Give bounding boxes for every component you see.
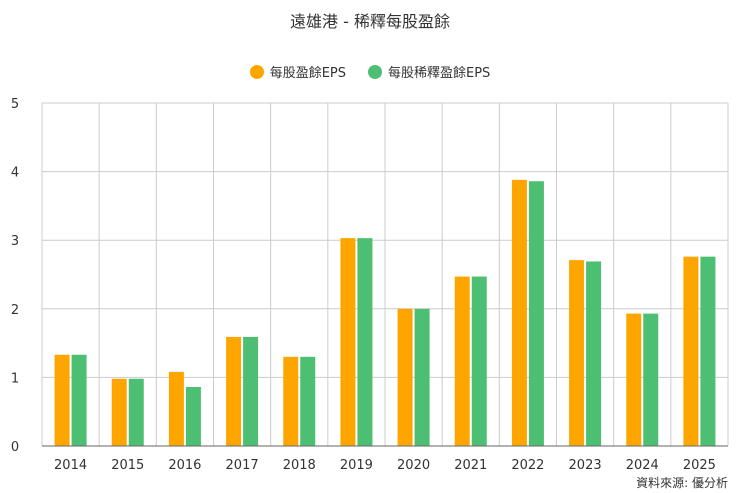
y-tick-label: 4 <box>11 166 19 181</box>
bar-eps <box>340 238 356 446</box>
y-tick-label: 2 <box>11 303 19 318</box>
legend-item-diluted-eps[interactable]: 每股稀釋盈餘EPS <box>368 62 490 81</box>
x-tick-label: 2025 <box>683 458 716 473</box>
bar-diluted-eps <box>185 387 201 446</box>
legend-dot-diluted-eps <box>368 64 382 79</box>
bar-eps <box>168 371 184 446</box>
x-tick-label: 2023 <box>569 458 602 473</box>
chart-title: 遠雄港 - 稀釋每股盈餘 <box>290 12 450 31</box>
y-tick-label: 5 <box>11 97 19 112</box>
legend-label-diluted-eps: 每股稀釋盈餘EPS <box>388 66 491 81</box>
x-tick-label: 2022 <box>511 458 544 473</box>
x-tick-label: 2018 <box>283 458 316 473</box>
bar-diluted-eps <box>586 261 602 446</box>
x-tick-label: 2021 <box>454 458 487 473</box>
bar-diluted-eps <box>414 308 430 446</box>
y-tick-label: 3 <box>11 234 19 249</box>
x-tick-label: 2024 <box>626 458 659 473</box>
bar-diluted-eps <box>471 276 487 446</box>
bar-eps <box>683 256 699 446</box>
legend-dot-eps <box>249 64 264 79</box>
bar-diluted-eps <box>71 354 87 446</box>
bar-diluted-eps <box>528 181 544 447</box>
x-tick-label: 2014 <box>54 458 87 473</box>
y-tick-label: 1 <box>11 371 19 386</box>
bar-eps <box>569 260 585 446</box>
bar-diluted-eps <box>700 256 716 446</box>
bar-diluted-eps <box>357 238 373 446</box>
x-tick-label: 2019 <box>340 458 373 473</box>
bar-eps <box>54 354 70 446</box>
legend-label-eps: 每股盈餘EPS <box>269 66 346 81</box>
x-tick-label: 2015 <box>111 458 144 473</box>
x-tick-label: 2017 <box>226 458 259 473</box>
bar-diluted-eps <box>643 313 659 446</box>
bar-diluted-eps <box>128 378 144 446</box>
bar-eps <box>397 308 413 446</box>
legend-item-eps[interactable]: 每股盈餘EPS <box>249 62 346 81</box>
bar-eps <box>111 378 127 446</box>
y-tick-label: 0 <box>11 440 19 455</box>
bar-eps <box>226 336 242 446</box>
bar-eps <box>454 276 470 446</box>
bar-diluted-eps <box>243 336 259 446</box>
bar-diluted-eps <box>300 356 316 446</box>
bar-eps <box>283 356 299 446</box>
bar-eps <box>511 179 527 446</box>
bar-eps <box>626 313 642 446</box>
source-note: 資料來源: 優分析 <box>636 476 728 490</box>
x-tick-label: 2016 <box>168 458 201 473</box>
x-tick-label: 2020 <box>397 458 430 473</box>
legend: 每股盈餘EPS 每股稀釋盈餘EPS <box>0 62 740 81</box>
